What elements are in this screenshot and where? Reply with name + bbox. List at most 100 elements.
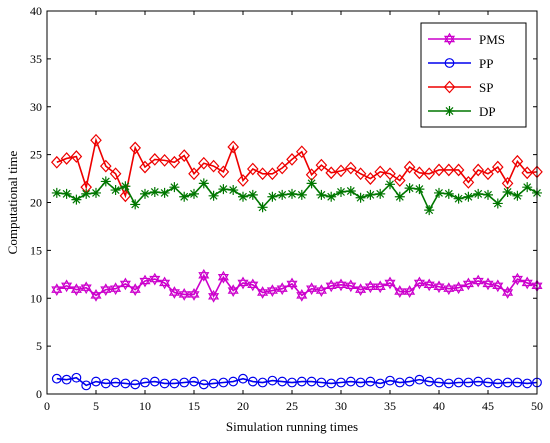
series-sp [50, 133, 543, 203]
legend-marker [443, 32, 456, 46]
legend-entry-pp: PP [428, 56, 493, 71]
data-point-pp [169, 378, 180, 389]
data-point-pms [296, 288, 308, 302]
data-point-sp [237, 174, 249, 187]
legend: PMS PP SP DP [420, 22, 527, 128]
y-tick-label: 20 [30, 196, 42, 210]
plot-marks [50, 133, 543, 391]
data-point-pp [385, 375, 395, 386]
data-point-pms [433, 280, 445, 294]
legend-box [420, 22, 527, 128]
data-point-pp [149, 376, 160, 387]
data-point-dp [512, 190, 523, 201]
data-point-pms [374, 280, 386, 294]
data-point-pms [257, 286, 269, 299]
data-point-pms [237, 276, 249, 290]
data-point-sp [374, 165, 387, 179]
series-dp [51, 176, 542, 216]
data-point-sp [168, 155, 181, 169]
data-point-pp [130, 379, 141, 390]
data-point-dp [149, 186, 160, 197]
data-point-sp [256, 167, 269, 181]
data-point-sp [521, 166, 534, 180]
axis-ticks: 0 5 10 15 20 25 30 35 40 45 50 0 5 10 15 20 25 30 35 40 [30, 4, 543, 413]
data-point-pms [335, 278, 347, 292]
data-point-pp [91, 376, 101, 387]
data-point-dp [463, 191, 474, 202]
data-point-dp [404, 183, 415, 194]
data-point-pms [472, 274, 484, 288]
data-point-pp [355, 377, 366, 388]
data-point-dp [277, 189, 288, 200]
data-point-dp [345, 186, 356, 197]
data-point-pp [414, 374, 425, 385]
series-pms [51, 268, 543, 303]
data-point-sp [158, 153, 171, 167]
data-point-pms [208, 289, 220, 303]
x-tick-label: 30 [335, 399, 347, 413]
data-point-pp [198, 379, 209, 390]
data-point-sp [109, 167, 122, 181]
data-point-pms [217, 270, 229, 284]
data-point-dp [189, 188, 199, 199]
data-point-pp [512, 377, 523, 388]
data-point-pp [267, 375, 278, 386]
data-point-pp [159, 378, 170, 389]
data-point-pms [453, 281, 465, 295]
data-point-dp [120, 181, 131, 192]
data-point-dp [424, 205, 435, 216]
data-point-dp [394, 191, 405, 202]
data-point-sp [393, 174, 406, 187]
data-point-pms [394, 285, 406, 298]
x-tick-label: 15 [188, 399, 200, 413]
data-point-pms [521, 276, 533, 290]
data-point-pp [502, 377, 513, 388]
y-tick-label: 10 [30, 291, 42, 305]
data-point-pms [139, 274, 151, 288]
data-point-pp [345, 376, 356, 387]
data-point-dp [453, 193, 464, 204]
data-point-sp [188, 167, 200, 181]
data-point-dp [434, 187, 444, 198]
data-point-sp [276, 161, 289, 175]
y-axis-label: Computational time [5, 150, 20, 254]
data-point-pp [228, 376, 239, 387]
data-point-dp [326, 191, 337, 202]
data-point-pms [110, 282, 122, 296]
x-tick-label: 20 [237, 399, 249, 413]
data-point-sp [325, 166, 338, 180]
legend-label: PP [479, 56, 493, 71]
legend-label: SP [479, 80, 493, 95]
data-point-pms [149, 272, 161, 286]
legend-entry-pms: PMS [428, 32, 505, 47]
series-pp [51, 372, 542, 391]
data-point-pms [443, 282, 455, 296]
data-point-sp [335, 164, 347, 178]
x-tick-label: 45 [482, 399, 494, 413]
data-point-pp [522, 378, 533, 389]
data-point-pms [90, 288, 102, 302]
data-point-dp [110, 185, 121, 196]
data-point-dp [61, 188, 72, 199]
data-point-pp [61, 374, 72, 385]
data-point-dp [375, 188, 386, 199]
data-point-sp [90, 133, 102, 147]
data-point-pp [492, 378, 503, 389]
data-point-pp [443, 378, 454, 389]
data-point-pp [483, 377, 493, 388]
data-point-sp [344, 161, 357, 175]
y-tick-label: 0 [36, 387, 42, 401]
data-point-pp [434, 377, 444, 388]
data-point-pms [159, 276, 171, 290]
data-point-dp [287, 188, 297, 199]
legend-label: PMS [479, 32, 505, 47]
data-point-sp [354, 167, 367, 181]
data-point-pp [316, 377, 327, 388]
data-point-dp [522, 182, 533, 193]
data-point-sp [413, 166, 426, 180]
data-point-pms [266, 284, 278, 297]
x-tick-label: 35 [384, 399, 396, 413]
data-point-pp [473, 376, 484, 387]
data-point-pms [178, 288, 190, 301]
